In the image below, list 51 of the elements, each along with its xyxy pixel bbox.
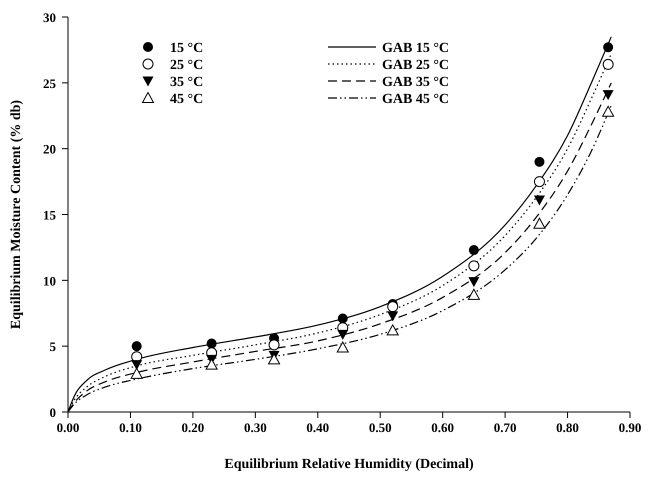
point <box>602 106 614 117</box>
y-tick-label: 30 <box>43 10 56 25</box>
x-tick-label: 0.50 <box>368 420 392 435</box>
y-tick-label: 10 <box>43 273 56 288</box>
x-tick-label: 0.90 <box>618 420 642 435</box>
y-tick-label: 15 <box>43 208 56 222</box>
point <box>206 358 218 370</box>
x-tick-label: 0.30 <box>244 420 267 435</box>
point <box>268 339 280 350</box>
legend-label: 45 °C <box>170 92 204 107</box>
point <box>534 156 544 167</box>
point <box>602 58 614 70</box>
point <box>603 42 614 52</box>
point <box>468 277 480 288</box>
x-axis-title: Equilibrium Relative Humidity (Decimal) <box>224 457 474 472</box>
y-tick-label: 5 <box>50 339 56 354</box>
point <box>534 176 545 188</box>
y-axis-title: Equilibrium Moisture Content (% db) <box>9 100 24 330</box>
point <box>468 260 480 272</box>
point <box>337 330 348 340</box>
point <box>336 341 349 352</box>
legend-label: 15 °C <box>170 41 204 56</box>
y-tick-label: 20 <box>43 142 56 157</box>
x-tick-label: 0.70 <box>494 420 516 435</box>
point <box>468 288 480 300</box>
legend-label: GAB 15 °C <box>382 41 450 56</box>
y-tick-label: 25 <box>43 76 56 91</box>
point <box>130 368 143 379</box>
point <box>468 245 479 256</box>
point <box>387 311 398 322</box>
point <box>387 301 398 312</box>
x-tick-label: 0.60 <box>431 420 454 435</box>
legend-label: GAB 35 °C <box>382 75 450 90</box>
point <box>533 218 546 229</box>
point <box>338 314 348 324</box>
legend-label: 25 °C <box>170 58 204 73</box>
legend-label: GAB 45 °C <box>382 92 450 107</box>
point <box>386 324 399 336</box>
point <box>131 360 142 370</box>
legend-label: 35 °C <box>170 75 204 90</box>
point <box>132 341 142 352</box>
x-tick-label: 0.20 <box>182 420 204 435</box>
point <box>602 90 614 100</box>
y-tick-label: 0 <box>50 405 56 420</box>
x-tick-label: 0.80 <box>556 420 579 435</box>
point <box>206 338 217 349</box>
point <box>534 196 545 206</box>
x-tick-label: 0.00 <box>56 420 80 435</box>
x-tick-label: 0.40 <box>306 420 330 435</box>
x-tick-label: 0.10 <box>119 420 142 435</box>
legend-label: GAB 25 °C <box>382 58 450 73</box>
